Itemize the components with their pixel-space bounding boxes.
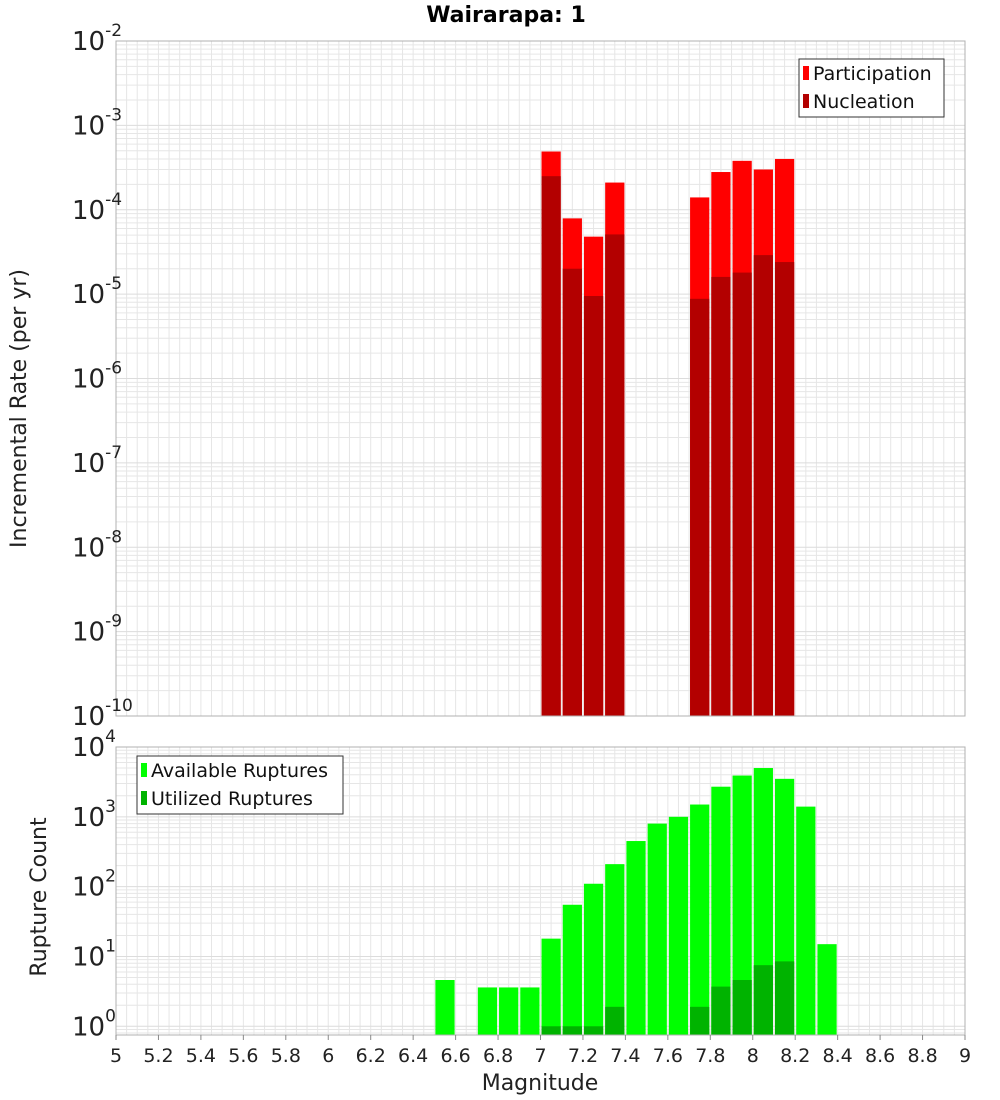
x-tick-label: 8.8 (907, 1045, 937, 1067)
legend-label: Nucleation (813, 91, 915, 113)
rate-y-axis-label: Incremental Rate (per yr) (7, 269, 32, 548)
utilized-ruptures-bar (583, 1026, 604, 1035)
rate-bars (541, 151, 795, 717)
available-ruptures-bar (605, 864, 625, 1035)
available-ruptures-bar (732, 775, 752, 1035)
available-ruptures-bar (626, 841, 646, 1035)
chart-title: Wairarapa: 1 (426, 3, 586, 28)
y-tick-label: 10-8 (72, 527, 122, 563)
count-panel: 100 101 102 103 104 Rupture Count Available … (27, 727, 971, 1096)
utilized-ruptures-bar (753, 965, 773, 1035)
available-ruptures-bar (477, 987, 498, 1035)
x-tick-label: 7.4 (610, 1045, 640, 1067)
rate-grid (115, 41, 966, 717)
x-tick-label: 6.6 (440, 1045, 470, 1067)
y-tick-label: 10-5 (72, 274, 122, 310)
x-tick-label: 5.4 (186, 1045, 216, 1067)
y-tick-label: 102 (72, 867, 116, 903)
x-tick-label: 8.4 (823, 1045, 853, 1067)
available-ruptures-bar (583, 883, 604, 1035)
utilized-ruptures-bar (711, 986, 731, 1035)
available-ruptures-bar (690, 804, 710, 1035)
x-tick-label: 8.2 (780, 1045, 810, 1067)
legend-swatch (141, 791, 147, 805)
nucleation-bar (711, 276, 731, 716)
nucleation-bar (732, 272, 752, 716)
y-tick-label: 10-3 (72, 105, 122, 141)
nucleation-bar (605, 234, 625, 716)
rate-y-ticks: 10-10 10-9 10-8 10-7 10-6 10-5 10-4 10-3 10-2 (72, 21, 133, 732)
x-tick-label: 6.8 (483, 1045, 513, 1067)
nucleation-bar (774, 262, 795, 716)
x-tick-label: 5.8 (271, 1045, 301, 1067)
y-tick-label: 100 (72, 1006, 116, 1042)
legend-swatch (803, 94, 809, 108)
rate-plot-frame (115, 40, 966, 717)
count-y-axis-label: Rupture Count (27, 817, 52, 977)
x-tick-label: 5.6 (228, 1045, 258, 1067)
x-tick-label: 7.2 (568, 1045, 598, 1067)
nucleation-bar (753, 255, 773, 716)
utilized-ruptures-bar (690, 1006, 710, 1035)
legend-box (136, 755, 344, 815)
x-tick-label: 5 (110, 1045, 122, 1067)
x-tick-label: 7.6 (653, 1045, 683, 1067)
count-legend: Available Ruptures Utilized Ruptures (136, 755, 344, 815)
x-tick-label: 9 (959, 1045, 971, 1067)
available-ruptures-bar (562, 904, 582, 1035)
y-tick-label: 10-10 (72, 696, 133, 732)
utilized-ruptures-bar (541, 1026, 561, 1035)
legend-swatch (141, 763, 147, 777)
count-y-ticks: 100 101 102 103 104 (72, 727, 116, 1042)
legend-label: Participation (813, 63, 932, 85)
rate-panel: 10-10 10-9 10-8 10-7 10-6 10-5 10-4 10-3 10-2 In… (7, 21, 966, 732)
x-tick-label: 8.6 (865, 1045, 895, 1067)
available-ruptures-bar (668, 816, 689, 1035)
y-tick-label: 10-7 (72, 443, 122, 479)
nucleation-bar (690, 298, 710, 716)
rate-legend: Participation Nucleation (798, 58, 945, 118)
y-tick-label: 10-4 (72, 190, 122, 226)
x-tick-label: 7 (534, 1045, 546, 1067)
available-ruptures-bar (520, 987, 540, 1035)
legend-swatch (803, 66, 809, 80)
utilized-ruptures-bar (605, 1006, 625, 1035)
x-tick-label: 6 (322, 1045, 334, 1067)
y-tick-label: 101 (72, 936, 116, 972)
y-tick-label: 10-9 (72, 612, 122, 648)
nucleation-bar (583, 296, 604, 716)
x-tick-label: 6.2 (356, 1045, 386, 1067)
available-ruptures-bar (541, 938, 561, 1035)
x-tick-label: 6.4 (398, 1045, 428, 1067)
y-tick-label: 104 (72, 727, 116, 763)
utilized-ruptures-bar (562, 1026, 582, 1035)
x-axis-label: Magnitude (482, 1071, 599, 1096)
x-tick-label: 7.8 (695, 1045, 725, 1067)
legend-box (798, 58, 945, 118)
x-axis-ticks: 5 5.2 5.4 5.6 5.8 6 6.2 6.4 6.6 6.8 7 7.2 7.4 7.6 7.8 8… (110, 1035, 971, 1067)
legend-label: Utilized Ruptures (151, 788, 313, 810)
nucleation-bar (562, 268, 582, 716)
count-bars (435, 768, 837, 1035)
available-ruptures-bar (435, 980, 455, 1035)
nucleation-bar (541, 176, 561, 716)
x-tick-label: 5.2 (143, 1045, 173, 1067)
y-tick-label: 103 (72, 797, 116, 833)
x-tick-label: 8 (747, 1045, 759, 1067)
available-ruptures-bar (796, 806, 816, 1035)
available-ruptures-bar (711, 786, 731, 1035)
available-ruptures-bar (499, 987, 519, 1035)
utilized-ruptures-bar (732, 980, 752, 1035)
legend-label: Available Ruptures (151, 760, 328, 782)
available-ruptures-bar (817, 944, 837, 1035)
available-ruptures-bar (647, 823, 667, 1035)
utilized-ruptures-bar (774, 961, 795, 1035)
y-tick-label: 10-2 (72, 21, 122, 57)
y-tick-label: 10-6 (72, 359, 122, 395)
